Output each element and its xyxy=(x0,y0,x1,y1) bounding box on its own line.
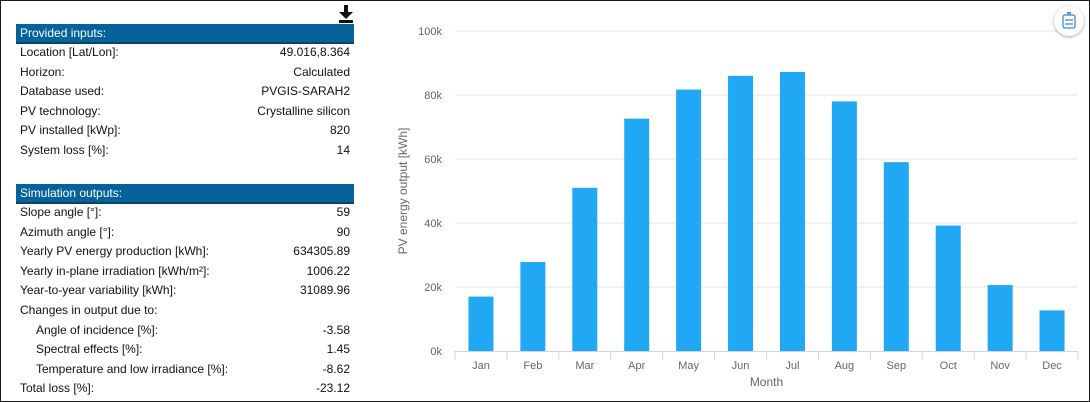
row-label: Slope angle [°]: xyxy=(20,205,102,219)
row-value: 820 xyxy=(329,123,350,138)
row-label: PV technology: xyxy=(20,103,101,118)
y-tick-label: 0k xyxy=(430,346,442,358)
y-tick-label: 20k xyxy=(424,282,442,294)
x-tick-label: Aug xyxy=(835,360,855,372)
y-tick-label: 80k xyxy=(424,90,442,102)
x-tick-label: Jul xyxy=(785,360,799,372)
table-row: Total loss [%]: -23.12 xyxy=(16,379,350,398)
bar-may xyxy=(676,89,702,351)
row-label: Yearly PV energy production [kWh]: xyxy=(20,244,209,259)
row-label: Yearly in-plane irradiation [kWh/m²]: xyxy=(20,263,210,278)
table-row: System loss [%]: 14 xyxy=(16,141,350,160)
row-label: Database used: xyxy=(20,84,105,99)
row-label: Year-to-year variability [kWh]: xyxy=(20,283,177,298)
table-row: Location [Lat/Lon]: 49.016,8.364 xyxy=(16,43,350,62)
x-tick-label: Dec xyxy=(1042,360,1062,372)
row-label: Changes in output due to: xyxy=(20,303,158,317)
row-label: System loss [%]: xyxy=(20,143,109,157)
row-value: -8.62 xyxy=(322,361,350,376)
bar-dec xyxy=(1039,310,1065,351)
x-tick-label: Mar xyxy=(575,360,594,372)
x-tick-label: Feb xyxy=(523,360,542,372)
bar-apr xyxy=(624,118,650,352)
inputs-header: Provided inputs: xyxy=(16,24,354,44)
row-value: -23.12 xyxy=(315,381,350,396)
table-row: Azimuth angle [°]: 90 xyxy=(16,223,350,242)
row-value: Calculated xyxy=(293,64,350,79)
table-row: Slope angle [°]: 59 xyxy=(16,203,350,222)
row-label: Temperature and low irradiance [%]: xyxy=(36,361,229,376)
row-label: Total loss [%]: xyxy=(20,381,95,396)
row-label: Angle of incidence [%]: xyxy=(36,322,159,337)
chart-menu-button[interactable] xyxy=(1054,6,1084,36)
bar-jun xyxy=(728,75,754,352)
table-row: Yearly PV energy production [kWh]: 634305… xyxy=(16,242,350,261)
row-value: PVGIS-SARAH2 xyxy=(261,84,350,99)
bar-feb xyxy=(520,262,546,351)
table-row: Horizon: Calculated xyxy=(16,63,350,82)
row-value: 14 xyxy=(336,143,350,157)
bar-mar xyxy=(572,187,598,351)
table-row: Database used: PVGIS-SARAH2 xyxy=(16,82,350,101)
y-axis-title: PV energy output [kWh] xyxy=(396,128,410,255)
download-icon[interactable] xyxy=(337,4,355,24)
table-row: Angle of incidence [%]: -3.58 xyxy=(16,321,350,340)
table-row: Spectral effects [%]: 1.45 xyxy=(16,340,350,359)
x-tick-label: Jan xyxy=(472,360,490,372)
row-value: 1006.22 xyxy=(306,263,350,278)
row-value: 49.016,8.364 xyxy=(279,45,350,59)
table-row: Changes in output due to: xyxy=(16,301,350,320)
bar-nov xyxy=(987,285,1013,351)
row-value: 31089.96 xyxy=(299,283,350,298)
x-tick-label: Oct xyxy=(940,360,957,372)
bar-aug xyxy=(831,101,857,352)
bar-jan xyxy=(468,296,494,351)
bar-jul xyxy=(779,71,805,352)
table-row: Yearly in-plane irradiation [kWh/m²]: 100… xyxy=(16,262,350,281)
x-tick-label: Apr xyxy=(628,360,645,372)
x-tick-label: Sep xyxy=(887,360,907,372)
row-label: Azimuth angle [°]: xyxy=(20,224,115,239)
row-value: Crystalline silicon xyxy=(257,103,350,118)
chart-menu-icon xyxy=(1062,12,1076,29)
row-value: 59 xyxy=(336,205,350,219)
table-row: PV installed [kWp]: 820 xyxy=(16,121,350,140)
table-row: PV technology: Crystalline silicon xyxy=(16,102,350,121)
y-tick-label: 40k xyxy=(424,218,442,230)
y-tick-label: 60k xyxy=(424,154,442,166)
row-value: 634305.89 xyxy=(293,244,350,259)
row-label: PV installed [kWp]: xyxy=(20,123,121,138)
table-row: Temperature and low irradiance [%]: -8.62 xyxy=(16,360,350,379)
x-tick-label: Nov xyxy=(990,360,1010,372)
y-tick-label: 100k xyxy=(418,26,442,38)
monthly-energy-chart: 0k 20k 40k 60k 80k 100k Jan Feb Mar Apr May Jun Jul A… xyxy=(396,26,1079,389)
x-axis-title: Month xyxy=(750,375,783,389)
row-label: Location [Lat/Lon]: xyxy=(20,45,119,59)
row-label: Horizon: xyxy=(20,64,65,79)
row-value: 1.45 xyxy=(326,342,350,357)
x-tick-label: May xyxy=(678,360,699,372)
bar-oct xyxy=(935,225,961,351)
bar-sep xyxy=(883,162,909,351)
row-value: 90 xyxy=(336,224,350,239)
x-tick-label: Jun xyxy=(732,360,750,372)
row-label: Spectral effects [%]: xyxy=(36,342,143,357)
outputs-header: Simulation outputs: xyxy=(16,184,354,204)
row-value: -3.58 xyxy=(322,322,350,337)
table-row: Year-to-year variability [kWh]: 31089.96 xyxy=(16,281,350,300)
